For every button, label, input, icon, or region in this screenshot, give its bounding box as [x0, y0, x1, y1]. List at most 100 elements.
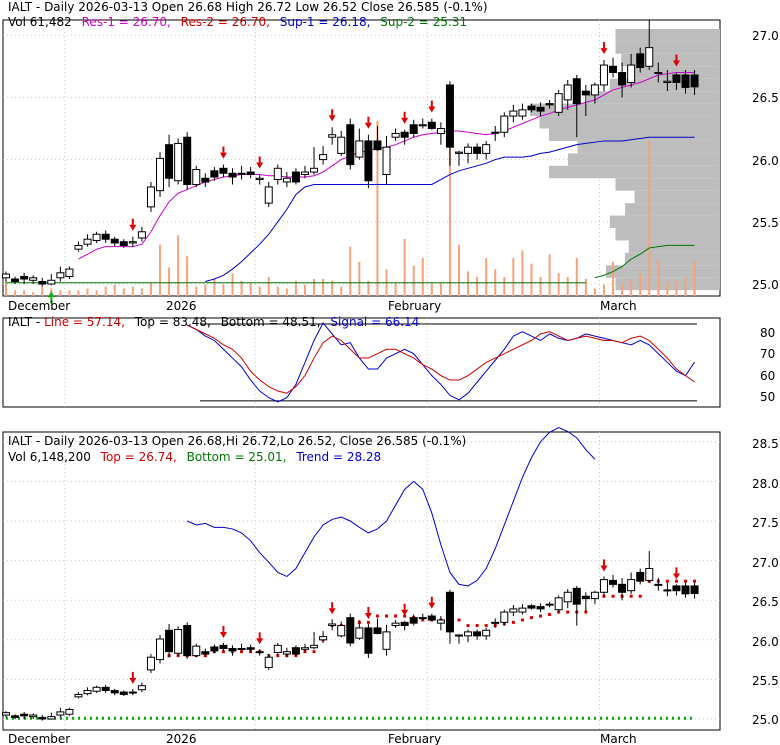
- volume-bar: [303, 284, 306, 296]
- trend-top-dot: [629, 594, 633, 598]
- osc-line: [186, 324, 695, 394]
- candle-lower: [119, 691, 128, 695]
- candle: [165, 144, 174, 179]
- candle: [38, 281, 47, 285]
- candle-lower: [273, 644, 282, 653]
- volume-bar: [684, 277, 687, 296]
- volume-bar: [630, 278, 633, 296]
- trend-top-dot: [511, 620, 515, 624]
- trend-bottom-label: Bottom = 25.01,: [187, 450, 287, 464]
- trend-top-dot: [385, 614, 389, 618]
- volume-profile-bar: [615, 29, 720, 42]
- candle: [590, 84, 599, 96]
- trend-top-dot: [539, 614, 543, 618]
- candle-lower: [38, 716, 47, 720]
- candle-lower: [29, 714, 38, 718]
- candle-lower: [210, 646, 219, 652]
- trend-top-dot: [403, 614, 407, 618]
- candle: [192, 169, 201, 185]
- candle-lower: [246, 647, 255, 650]
- candle-lower: [618, 583, 627, 593]
- sell-signal-arrow: [672, 60, 680, 67]
- candle-lower: [56, 711, 65, 716]
- candle-lower: [146, 656, 155, 671]
- candle-lower: [427, 615, 436, 621]
- bottom-ytick: 27.5: [752, 516, 779, 530]
- candle: [137, 231, 146, 239]
- top-xlabel: March: [600, 299, 637, 313]
- volume-bar: [195, 286, 198, 296]
- candle-lower: [563, 591, 572, 603]
- trend-top-dot: [466, 624, 470, 628]
- buy-signal-arrow: [47, 291, 55, 298]
- top-header-line1: IALT - Daily 2026-03-13 Open 26.68 High …: [8, 0, 488, 14]
- bottom-ytick: 27.0: [752, 556, 779, 570]
- volume-profile: [530, 29, 720, 291]
- top-ytick: 26.5: [752, 91, 779, 105]
- candle-lower: [92, 686, 101, 692]
- sell-signal-arrow-lower: [428, 602, 436, 609]
- bottom-ytick: 25.5: [752, 674, 779, 688]
- volume-bar: [575, 258, 578, 296]
- middle-ytick: 50: [760, 390, 775, 404]
- candle: [310, 167, 319, 173]
- candle: [563, 84, 572, 101]
- sell-signal-arrow: [219, 152, 227, 159]
- candle: [319, 154, 328, 161]
- candle: [536, 106, 545, 112]
- sell-signal-arrow-lower: [600, 565, 608, 572]
- candle-lower: [672, 585, 681, 592]
- candle-lower: [137, 685, 146, 691]
- volume-bar: [104, 286, 107, 296]
- candle: [545, 103, 554, 106]
- volume-bar: [140, 288, 143, 296]
- candle: [47, 279, 56, 285]
- candle-lower: [174, 629, 183, 654]
- candle: [174, 142, 183, 182]
- candle: [201, 177, 210, 183]
- candle: [599, 64, 608, 86]
- sell-signal-arrow-lower: [219, 631, 227, 638]
- trend-top-dot: [457, 618, 461, 622]
- volume-bar: [86, 288, 89, 296]
- top-xlabel: 2026: [166, 299, 197, 313]
- volume-bar: [412, 265, 415, 296]
- volume-bar: [530, 263, 533, 296]
- candle: [56, 272, 65, 279]
- volume-profile-bar: [606, 265, 720, 278]
- volume-bar: [485, 258, 488, 296]
- candle: [572, 78, 581, 105]
- candle-lower: [681, 585, 690, 595]
- candle: [645, 47, 654, 67]
- candle: [2, 273, 10, 279]
- candle-lower: [518, 607, 527, 613]
- candle-lower: [255, 651, 264, 654]
- sell-signal-arrow-lower: [672, 573, 680, 580]
- candle-lower: [500, 611, 509, 623]
- trend-top-dot: [484, 624, 488, 628]
- candle: [110, 238, 119, 244]
- volume-bar: [276, 286, 279, 296]
- bottom-ytick: 26.0: [752, 635, 779, 649]
- volume-bar: [113, 284, 116, 296]
- trend-top-dot: [312, 650, 316, 654]
- osc-signal-line: [186, 321, 695, 403]
- candle-lower: [300, 647, 309, 650]
- candle: [228, 172, 237, 178]
- candle: [337, 136, 346, 154]
- volume-bar: [448, 125, 451, 296]
- candle: [11, 278, 20, 283]
- candle-lower: [690, 585, 699, 594]
- candle-lower: [636, 571, 645, 582]
- candle-lower: [337, 625, 346, 637]
- volume-bar: [539, 277, 542, 296]
- candle-lower: [482, 629, 491, 637]
- candle: [382, 146, 391, 176]
- trend-top-dot: [221, 650, 225, 654]
- candle: [554, 93, 563, 113]
- candle: [400, 131, 409, 138]
- candle-lower: [264, 656, 273, 669]
- volume-bar: [358, 261, 361, 296]
- candle-lower: [654, 583, 663, 586]
- sell-signal-arrow-lower: [328, 608, 336, 615]
